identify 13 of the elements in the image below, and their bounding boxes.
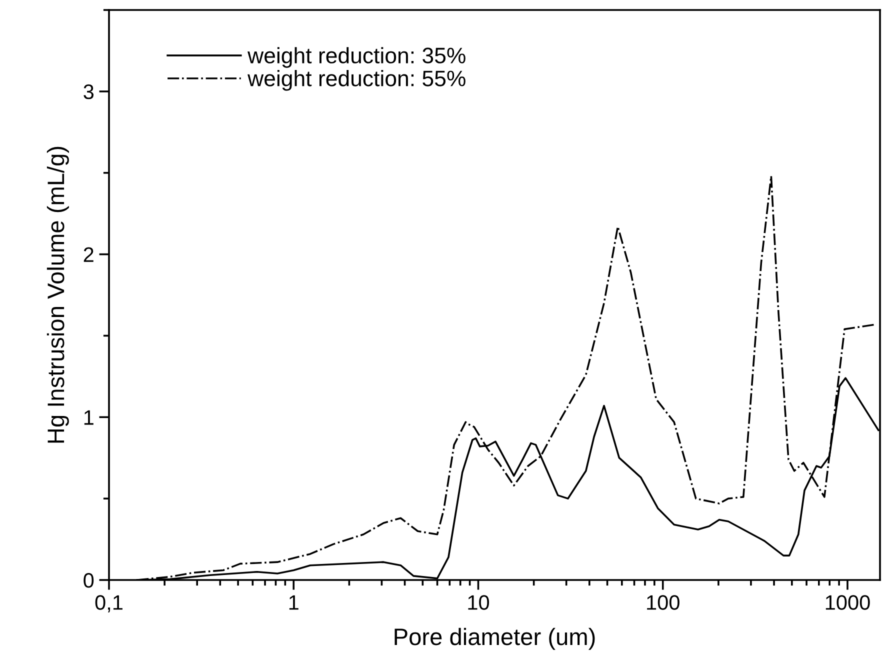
x-tick-label: 100 — [647, 595, 680, 610]
x-tick-label: 10 — [468, 595, 490, 610]
x-tick-label: 1 — [289, 595, 298, 610]
x-tick-label: 0,1 — [95, 595, 122, 612]
y-tick-label: 1 — [84, 410, 94, 425]
legend-label: weight reduction: 35% — [248, 47, 466, 68]
legend-label: weight reduction: 55% — [248, 70, 466, 91]
x-tick-label: 1000 — [826, 595, 870, 610]
y-tick-label: 2 — [84, 247, 94, 262]
y-tick-label: 0 — [84, 573, 94, 588]
x-axis-title: Pore diameter (um) — [394, 628, 595, 650]
y-axis-title: Hg Instrusion Volume (mL/g) — [46, 146, 69, 443]
y-tick-label: 3 — [84, 84, 94, 100]
